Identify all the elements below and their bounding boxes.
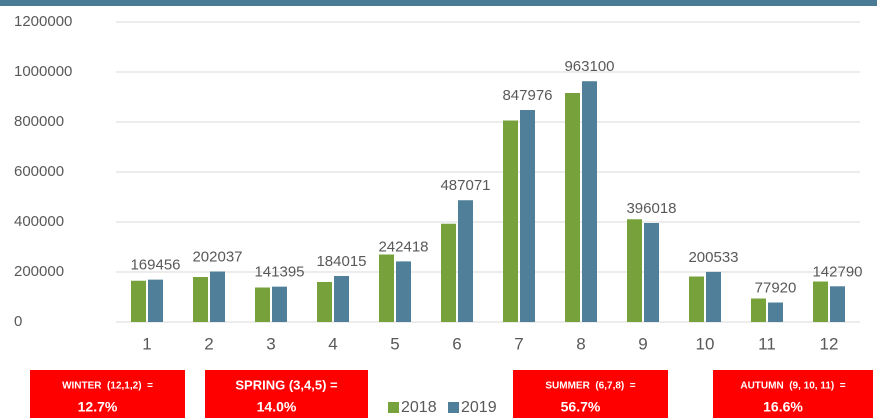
- y-tick-label: 200000: [14, 263, 64, 280]
- bar: [396, 261, 411, 322]
- bar: [148, 279, 163, 322]
- data-label: 396018: [626, 200, 676, 217]
- data-label: 142790: [812, 263, 862, 280]
- bar: [751, 298, 766, 322]
- bar: [627, 219, 642, 322]
- season-box: [30, 370, 185, 418]
- y-tick-label: 1000000: [14, 63, 72, 80]
- data-label: 847976: [502, 87, 552, 104]
- bar: [813, 281, 828, 322]
- y-tick-label: 400000: [14, 213, 64, 230]
- data-label: 242418: [378, 238, 428, 255]
- season-box: [205, 370, 368, 418]
- bar: [317, 282, 332, 322]
- top-bar: [0, 0, 877, 6]
- bar: [334, 275, 349, 322]
- data-label: 141395: [254, 264, 304, 281]
- legend-swatch: [448, 402, 459, 413]
- x-tick-label: 6: [452, 334, 461, 353]
- x-tick-label: 12: [820, 334, 839, 353]
- x-tick-label: 10: [696, 334, 715, 353]
- y-tick-label: 800000: [14, 113, 64, 130]
- x-tick-label: 8: [576, 334, 585, 353]
- data-label: 77920: [755, 279, 797, 296]
- data-label: 963100: [564, 58, 614, 75]
- season-title: SPRING (3,4,5) =: [235, 377, 338, 392]
- season-title: WINTER (12,1,2) =: [62, 381, 153, 392]
- bar: [458, 200, 473, 322]
- season-percent: 14.0%: [257, 399, 297, 415]
- bar: [210, 271, 225, 322]
- season-percent: 12.7%: [78, 399, 118, 415]
- bar: [272, 286, 287, 322]
- bar: [503, 120, 518, 322]
- bar: [582, 81, 597, 322]
- x-tick-label: 5: [390, 334, 399, 353]
- bar: [830, 286, 845, 322]
- bar: [689, 276, 704, 322]
- y-tick-label: 1200000: [14, 13, 72, 30]
- x-tick-label: 9: [638, 334, 647, 353]
- x-tick-label: 7: [514, 334, 523, 353]
- bar: [644, 222, 659, 322]
- data-label: 184015: [316, 253, 366, 270]
- season-title: AUTUMN (9, 10, 11) =: [740, 381, 845, 392]
- legend-swatch: [388, 402, 399, 413]
- legend-label: 2019: [461, 399, 497, 416]
- data-label: 487071: [440, 177, 490, 194]
- data-label: 169456: [130, 257, 180, 274]
- data-label: 202037: [192, 248, 242, 265]
- x-tick-label: 11: [758, 334, 776, 353]
- y-tick-label: 0: [14, 313, 22, 330]
- x-tick-label: 2: [204, 334, 213, 353]
- y-tick-label: 600000: [14, 163, 64, 180]
- bar: [193, 277, 208, 322]
- x-tick-label: 1: [142, 334, 151, 353]
- x-tick-label: 4: [328, 334, 337, 353]
- season-box: [513, 370, 668, 418]
- legend-label: 2018: [401, 399, 437, 416]
- bar: [565, 93, 580, 322]
- bar: [255, 287, 270, 322]
- bar: [520, 110, 535, 322]
- bar: [379, 254, 394, 322]
- season-title: SUMMER (6,7,8) =: [545, 381, 635, 392]
- x-tick-label: 3: [266, 334, 275, 353]
- season-percent: 16.6%: [763, 399, 803, 415]
- bar: [768, 302, 783, 322]
- season-percent: 56.7%: [561, 399, 601, 415]
- bar: [706, 271, 721, 322]
- data-label: 200533: [688, 249, 738, 266]
- bar: [131, 280, 146, 322]
- season-box: [713, 370, 873, 418]
- bar: [441, 223, 456, 322]
